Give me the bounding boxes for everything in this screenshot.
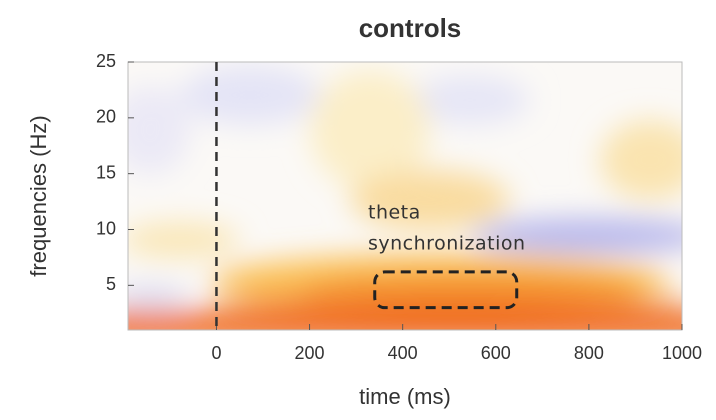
- heatmap-blob: [180, 65, 320, 125]
- annotation: theta: [368, 202, 421, 224]
- heatmap-blob: [470, 218, 682, 254]
- heatmap-blob: [410, 75, 530, 125]
- heatmap-blob: [350, 170, 510, 230]
- x-tick-label: 400: [388, 343, 418, 363]
- heatmap-blob: [128, 85, 190, 175]
- overlay: 0 200 400 600 800 1000 5 10 15 20 25 theta synchroni…: [96, 51, 702, 363]
- roi-box: [373, 270, 519, 310]
- x-axis-label: time (ms): [359, 384, 451, 409]
- annotation: synchronization: [368, 233, 526, 255]
- chart-title: controls: [359, 13, 462, 43]
- y-tick-label: 25: [96, 51, 116, 71]
- heatmap: [128, 62, 682, 330]
- x-tick-label: 200: [295, 343, 325, 363]
- heatmap-blob: [600, 120, 682, 200]
- y-axis-label: frequencies (Hz): [26, 115, 51, 276]
- x-tick-label: 600: [481, 343, 511, 363]
- y-tick-label: 5: [106, 274, 116, 294]
- x-tick-label: 1000: [662, 343, 702, 363]
- heatmap-field: [128, 65, 682, 330]
- heatmap-blob: [128, 286, 190, 306]
- heatmap-blob: [128, 312, 682, 330]
- heatmap-blob: [210, 292, 682, 312]
- heatmap-blob: [128, 222, 240, 258]
- y-tick-label: 20: [96, 107, 116, 127]
- y-tick-label: 15: [96, 162, 116, 182]
- y-tick-label: 10: [96, 218, 116, 238]
- x-tick-label: 0: [211, 343, 221, 363]
- plot-frame: [127, 61, 683, 331]
- x-tick-label: 800: [574, 343, 604, 363]
- heatmap-blob: [310, 70, 430, 190]
